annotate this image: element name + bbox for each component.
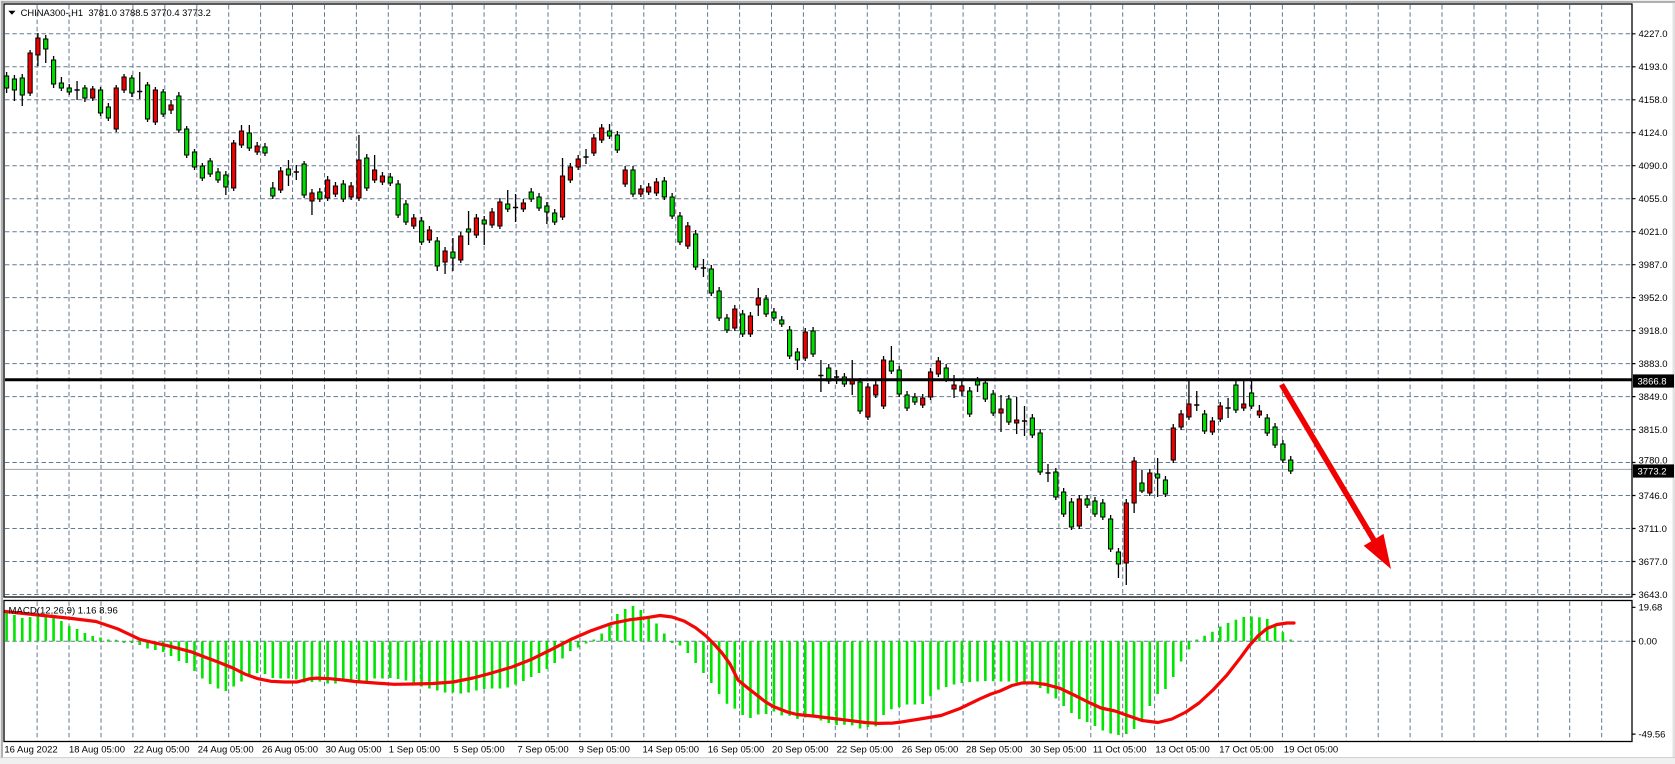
svg-text:4193.0: 4193.0: [1639, 62, 1668, 73]
svg-text:3780.0: 3780.0: [1639, 456, 1668, 467]
svg-text:MACD(12,26,9) 1.16 8.96: MACD(12,26,9) 1.16 8.96: [9, 606, 118, 617]
svg-text:3746.0: 3746.0: [1639, 491, 1668, 502]
svg-text:CHINA300-,H1 3781.0 3788.5 37: CHINA300-,H1 3781.0 3788.5 3770.4 3773.2: [21, 7, 211, 18]
svg-text:3643.0: 3643.0: [1639, 590, 1668, 601]
svg-text:3677.0: 3677.0: [1639, 557, 1668, 568]
svg-text:4124.0: 4124.0: [1639, 128, 1668, 139]
svg-text:16 Aug 2022: 16 Aug 2022: [4, 745, 57, 756]
svg-text:3711.0: 3711.0: [1639, 524, 1667, 535]
svg-text:19 Oct 05:00: 19 Oct 05:00: [1284, 745, 1338, 756]
svg-text:30 Sep 05:00: 30 Sep 05:00: [1030, 745, 1087, 756]
svg-text:4158.0: 4158.0: [1639, 95, 1668, 106]
svg-text:13 Oct 05:00: 13 Oct 05:00: [1155, 745, 1209, 756]
svg-text:5 Sep 05:00: 5 Sep 05:00: [453, 745, 504, 756]
svg-text:7 Sep 05:00: 7 Sep 05:00: [517, 745, 568, 756]
svg-text:9 Sep 05:00: 9 Sep 05:00: [579, 745, 630, 756]
svg-text:16 Sep 05:00: 16 Sep 05:00: [708, 745, 765, 756]
svg-text:17 Oct 05:00: 17 Oct 05:00: [1219, 745, 1273, 756]
svg-text:18 Aug 05:00: 18 Aug 05:00: [69, 745, 125, 756]
svg-text:4090.0: 4090.0: [1639, 161, 1668, 172]
svg-text:22 Sep 05:00: 22 Sep 05:00: [837, 745, 894, 756]
svg-text:24 Aug 05:00: 24 Aug 05:00: [198, 745, 254, 756]
svg-text:19.68: 19.68: [1639, 603, 1663, 614]
svg-text:3849.0: 3849.0: [1639, 392, 1668, 403]
svg-text:26 Aug 05:00: 26 Aug 05:00: [262, 745, 318, 756]
svg-text:20 Sep 05:00: 20 Sep 05:00: [772, 745, 829, 756]
svg-text:3773.2: 3773.2: [1638, 466, 1667, 477]
svg-text:4227.0: 4227.0: [1639, 29, 1668, 40]
svg-text:4021.0: 4021.0: [1639, 227, 1668, 238]
svg-text:3883.0: 3883.0: [1639, 359, 1668, 370]
svg-text:28 Sep 05:00: 28 Sep 05:00: [966, 745, 1023, 756]
svg-text:3918.0: 3918.0: [1639, 326, 1668, 337]
svg-text:-49.56: -49.56: [1639, 730, 1666, 741]
svg-text:14 Sep 05:00: 14 Sep 05:00: [643, 745, 700, 756]
svg-text:26 Sep 05:00: 26 Sep 05:00: [902, 745, 959, 756]
svg-text:11 Oct 05:00: 11 Oct 05:00: [1093, 745, 1147, 756]
svg-text:3952.0: 3952.0: [1639, 293, 1668, 304]
svg-text:3866.8: 3866.8: [1638, 376, 1667, 387]
svg-text:4055.0: 4055.0: [1639, 194, 1668, 205]
svg-text:30 Aug 05:00: 30 Aug 05:00: [326, 745, 382, 756]
svg-text:3987.0: 3987.0: [1639, 260, 1668, 271]
svg-text:0.00: 0.00: [1639, 637, 1658, 648]
svg-text:1 Sep 05:00: 1 Sep 05:00: [389, 745, 440, 756]
svg-text:3815.0: 3815.0: [1639, 425, 1668, 436]
svg-text:22 Aug 05:00: 22 Aug 05:00: [134, 745, 190, 756]
